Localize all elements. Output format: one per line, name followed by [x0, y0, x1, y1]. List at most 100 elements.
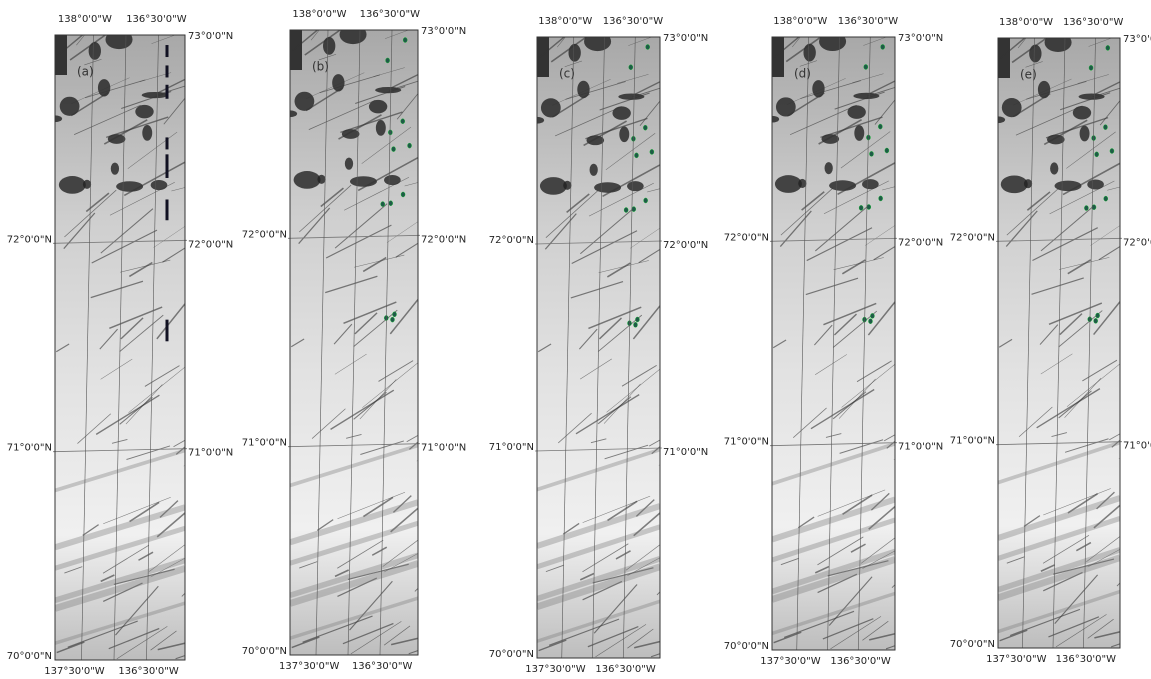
bottom-lon-label: 137°30'0"W	[986, 654, 1047, 665]
detection	[401, 119, 405, 124]
bottom-lon-label: 136°30'0"W	[830, 656, 891, 667]
dark-floe	[55, 35, 67, 75]
top-lon-label: 136°30'0"W	[126, 14, 187, 25]
lead	[332, 74, 344, 91]
detection	[166, 199, 169, 211]
lead	[294, 171, 321, 189]
lead	[98, 79, 110, 96]
satellite-image	[48, 20, 251, 660]
lead	[1050, 162, 1058, 174]
right-lat-label: 72°0'0"N	[898, 237, 943, 248]
bottom-lon-label: 136°30'0"W	[352, 661, 413, 672]
detection	[878, 124, 882, 129]
detection	[166, 85, 169, 97]
lead	[1080, 126, 1090, 142]
lead	[584, 32, 611, 51]
detection	[1104, 196, 1108, 201]
detection	[868, 319, 872, 324]
detection	[1106, 45, 1110, 50]
lead	[612, 106, 630, 119]
lead	[847, 105, 865, 118]
top-lon-label: 136°30'0"W	[603, 16, 664, 27]
left-lat-label: 70°0'0"N	[7, 651, 52, 662]
detection	[632, 207, 636, 212]
lead	[825, 162, 833, 174]
detection	[389, 201, 393, 206]
detection	[166, 45, 169, 57]
bottom-lon-label: 136°30'0"W	[1056, 654, 1117, 665]
detection	[634, 153, 638, 158]
panel-label: (b)	[312, 60, 329, 74]
detection	[386, 58, 390, 63]
left-lat-label: 71°0'0"N	[724, 437, 769, 448]
lead	[1001, 175, 1028, 193]
top-lon-label: 138°0'0"W	[773, 16, 827, 27]
lead	[590, 164, 598, 176]
lead	[59, 176, 86, 194]
left-lat-label: 72°0'0"N	[724, 232, 769, 243]
detection	[166, 323, 169, 335]
detection	[650, 149, 654, 154]
right-lat-label: 71°0'0"N	[898, 442, 943, 453]
detection	[644, 198, 648, 203]
lead	[111, 163, 119, 175]
lead	[323, 37, 335, 55]
detection	[864, 64, 868, 69]
lead	[819, 32, 846, 51]
detection	[390, 317, 394, 322]
left-lat-label: 72°0'0"N	[489, 235, 534, 246]
dark-floe	[537, 37, 549, 77]
lead	[1087, 179, 1104, 189]
detection	[166, 154, 169, 166]
detection	[885, 148, 889, 153]
lead	[142, 125, 152, 141]
panel: (d)138°0'0"W136°30'0"W137°30'0"W136°30'0…	[724, 16, 961, 667]
lead	[775, 175, 802, 193]
detection	[859, 205, 863, 210]
bottom-lon-label: 137°30'0"W	[525, 664, 586, 675]
panel: (b) 138°0'0"W 136°30'0"W 137°30'0"W 136°30'0…	[242, 9, 484, 672]
dark-floe	[290, 30, 302, 70]
top-lon-label: 138°0'0"W	[538, 16, 592, 27]
lead	[862, 179, 879, 189]
top-lon-label: 138°0'0"W	[292, 9, 346, 20]
left-lat-label: 70°0'0"N	[489, 649, 534, 660]
panel-label: (e)	[1020, 68, 1037, 82]
left-lat-label: 71°0'0"N	[7, 443, 52, 454]
detection	[392, 147, 396, 152]
right-lat-label: 72°0'0"N	[188, 239, 233, 250]
left-lat-label: 71°0'0"N	[950, 436, 995, 447]
panel-label: (c)	[559, 67, 575, 81]
satellite-image	[991, 23, 1151, 648]
right-lat-label: 72°0'0"N	[663, 240, 708, 251]
bottom-lon-label: 136°30'0"W	[595, 664, 656, 675]
detection	[166, 166, 169, 178]
lead	[151, 180, 168, 190]
left-lat-label: 71°0'0"N	[489, 442, 534, 453]
dark-floe	[772, 37, 784, 77]
lead	[854, 125, 864, 141]
detection	[1103, 125, 1107, 130]
right-lat-label: 71°0'0"N	[663, 447, 708, 458]
lead	[384, 175, 401, 185]
detection	[633, 322, 637, 327]
right-lat-label: 73°0'0"N	[421, 26, 466, 37]
panel-label: (d)	[794, 67, 811, 81]
left-lat-label: 72°0'0"N	[7, 234, 52, 245]
lead	[1002, 98, 1022, 117]
right-lat-label: 72°0'0"N	[421, 234, 466, 245]
right-lat-label: 73°0'0"N	[663, 33, 708, 44]
bottom-lon-label: 137°30'0"W	[279, 661, 340, 672]
detection	[867, 205, 871, 210]
top-lon-label: 136°30'0"W	[360, 9, 421, 20]
left-lat-label: 72°0'0"N	[950, 232, 995, 243]
left-lat-label: 70°0'0"N	[724, 641, 769, 652]
lead	[105, 30, 132, 49]
bottom-lon-label: 136°30'0"W	[118, 666, 179, 675]
left-lat-label: 71°0'0"N	[242, 438, 287, 449]
right-lat-label: 73°0'0"N	[188, 31, 233, 42]
right-lat-label: 71°0'0"N	[421, 443, 466, 454]
lead	[619, 126, 629, 142]
detection	[1095, 152, 1099, 157]
left-lat-label: 72°0'0"N	[242, 229, 287, 240]
